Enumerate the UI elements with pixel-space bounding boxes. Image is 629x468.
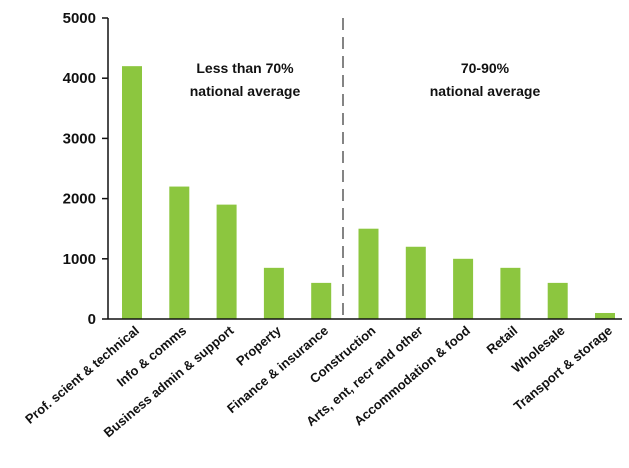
annotation-left-line1: Less than 70% <box>196 60 294 76</box>
bar <box>358 228 379 319</box>
y-tick-label: 3000 <box>63 130 96 147</box>
bar <box>405 246 426 319</box>
x-category-label: Retail <box>484 323 521 357</box>
y-tick-label: 1000 <box>63 251 96 268</box>
bar <box>453 258 474 319</box>
y-tick-label: 4000 <box>63 70 96 87</box>
y-axis-ticks: 0 1000 2000 3000 4000 5000 <box>63 10 108 328</box>
bar <box>595 312 615 319</box>
annotation-left-line2: national average <box>190 83 301 99</box>
bars-group <box>122 66 615 319</box>
annotation-right-line1: 70-90% <box>461 60 510 76</box>
bar <box>500 267 521 319</box>
bar <box>122 66 142 319</box>
y-tick-label: 2000 <box>63 191 96 208</box>
bar <box>547 282 568 319</box>
bar <box>169 186 190 319</box>
y-tick-label: 0 <box>88 311 96 328</box>
y-tick-label: 5000 <box>63 10 96 27</box>
bar <box>263 267 284 319</box>
bar <box>216 204 237 319</box>
annotation-right-line2: national average <box>430 83 541 99</box>
bar <box>311 282 332 319</box>
